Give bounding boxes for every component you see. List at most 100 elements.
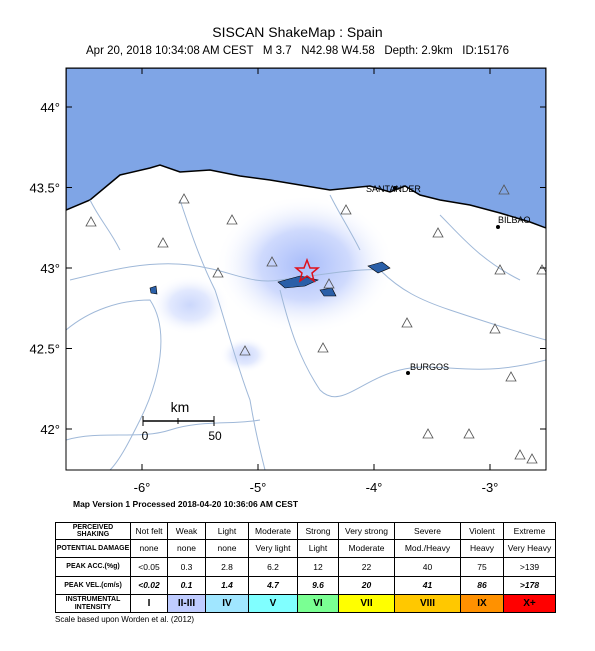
legend-cell: VII [339, 595, 395, 613]
legend-cell: 0.3 [168, 558, 206, 577]
legend-cell: none [168, 540, 206, 558]
legend-cell: 86 [461, 577, 504, 595]
legend-cell: 40 [395, 558, 461, 577]
legend-cell: 0.1 [168, 577, 206, 595]
station [505, 371, 517, 382]
station [422, 428, 434, 439]
station [157, 237, 169, 248]
legend-cell: IV [206, 595, 249, 613]
legend-note: Scale based upon Worden et al. (2012) [55, 615, 195, 624]
station [514, 449, 526, 460]
legend-cell: 12 [298, 558, 339, 577]
station [178, 193, 190, 204]
map-footer: Map Version 1 Processed 2018-04-20 10:36… [73, 499, 299, 509]
row-label: PEAK VEL.(cm/s) [55, 577, 131, 595]
title: SISCAN ShakeMap : Spain [212, 24, 383, 40]
station [226, 214, 238, 225]
legend-cell: none [131, 540, 168, 558]
scale-bar: km 0 50 [142, 399, 222, 443]
row-label: PEAK ACC.(%g) [55, 558, 131, 577]
cities: SANTANDER BILBAO BURGOS [366, 184, 531, 375]
city-label: SANTANDER [366, 184, 421, 194]
station [489, 323, 501, 334]
legend-cell: 22 [339, 558, 395, 577]
legend-cell: Mod./Heavy [395, 540, 461, 558]
legend-cell: I [131, 595, 168, 613]
legend-cell: Weak [168, 522, 206, 540]
legend-cell: VIII [395, 595, 461, 613]
legend-cell: 1.4 [206, 577, 249, 595]
legend-cell: Violent [461, 522, 504, 540]
station [536, 264, 546, 275]
legend-cell: 41 [395, 577, 461, 595]
legend-cell: 20 [339, 577, 395, 595]
legend-cell: Severe [395, 522, 461, 540]
lon-tick-label: -4° [366, 480, 383, 495]
station [239, 345, 251, 356]
subtitle: Apr 20, 2018 10:34:08 AM CEST M 3.7 N42.… [86, 45, 509, 57]
legend-cell: IX [461, 595, 504, 613]
legend-cell: Heavy [461, 540, 504, 558]
legend-cell: Light [298, 540, 339, 558]
station [212, 267, 224, 278]
legend-cell: 4.7 [249, 577, 298, 595]
legend-cell: 9.6 [298, 577, 339, 595]
station [266, 256, 278, 267]
stations [85, 184, 546, 464]
station [401, 317, 413, 328]
lon-tick-label: -6° [134, 480, 151, 495]
legend-cell: 2.8 [206, 558, 249, 577]
legend-cell: 75 [461, 558, 504, 577]
city-marker [393, 186, 397, 190]
lat-tick-label: 43.5° [29, 181, 60, 196]
rivers [66, 194, 546, 470]
scale-label: 0 [142, 429, 149, 443]
city-label: BURGOS [410, 362, 449, 372]
city-label: BILBAO [498, 215, 531, 225]
station [498, 184, 510, 195]
station [317, 342, 329, 353]
row-label: INSTRUMENTAL INTENSITY [55, 595, 131, 613]
legend-cell: none [206, 540, 249, 558]
station [463, 428, 475, 439]
lat-tick-label: 42° [40, 422, 60, 437]
city-marker [406, 371, 410, 375]
legend-cell: II-III [168, 595, 206, 613]
lat-tick-label: 42.5° [29, 342, 60, 357]
legend-cell: Light [206, 522, 249, 540]
scale-unit: km [171, 399, 190, 415]
lon-tick-label: -3° [482, 480, 499, 495]
row-label: POTENTIAL DAMAGE [55, 540, 131, 558]
legend-cell: >139 [504, 558, 556, 577]
sea [66, 68, 546, 229]
legend-cell: Moderate [249, 522, 298, 540]
legend-cell: Very strong [339, 522, 395, 540]
legend-cell: V [249, 595, 298, 613]
legend-cell: X+ [504, 595, 556, 613]
legend-cell: Very Heavy [504, 540, 556, 558]
legend-cell: <0.05 [131, 558, 168, 577]
legend-cell: Not felt [131, 522, 168, 540]
scale-label: 50 [208, 429, 222, 443]
map: km 0 50 SANTANDER BILBAO BURGOS 42° 42.5°… [29, 67, 547, 495]
row-label: PERCEIVED SHAKING [55, 522, 131, 540]
station [340, 204, 352, 215]
lat-tick-label: 44° [40, 100, 60, 115]
station [85, 216, 97, 227]
station [526, 453, 538, 464]
legend-cell: Strong [298, 522, 339, 540]
legend-cell: VI [298, 595, 339, 613]
lakes [149, 261, 391, 297]
legend-cell: Very light [249, 540, 298, 558]
legend-cell: >178 [504, 577, 556, 595]
lat-tick-label: 43° [40, 261, 60, 276]
city-marker [496, 225, 500, 229]
shaking-area [150, 275, 230, 335]
map-frame [65, 67, 547, 471]
legend-cell: Moderate [339, 540, 395, 558]
epicenter [293, 257, 321, 283]
lon-tick-label: -5° [250, 480, 267, 495]
station [323, 278, 335, 289]
station [494, 264, 506, 275]
